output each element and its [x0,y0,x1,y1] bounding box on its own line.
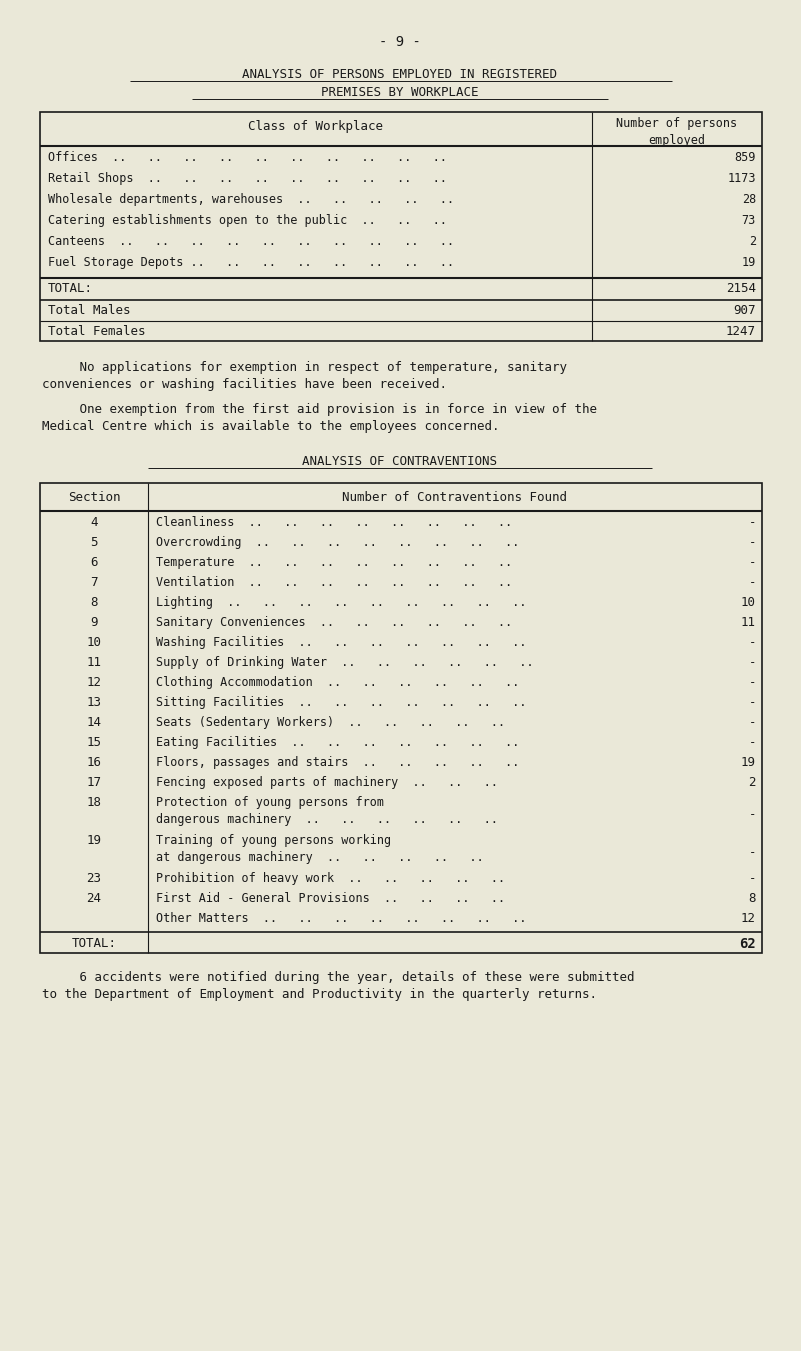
Text: Clothing Accommodation  ..   ..   ..   ..   ..   ..: Clothing Accommodation .. .. .. .. .. .. [156,676,519,689]
Text: 10: 10 [87,636,102,648]
Text: 7: 7 [91,576,98,589]
Text: -: - [748,808,756,821]
Text: -: - [748,871,756,885]
Text: TOTAL:: TOTAL: [71,938,116,950]
Text: - 9 -: - 9 - [379,35,421,49]
Text: Ventilation  ..   ..   ..   ..   ..   ..   ..   ..: Ventilation .. .. .. .. .. .. .. .. [156,576,513,589]
Text: 62: 62 [739,938,756,951]
Text: -: - [748,536,756,549]
Text: Wholesale departments, warehouses  ..   ..   ..   ..   ..: Wholesale departments, warehouses .. .. … [48,193,454,205]
Text: 8: 8 [91,596,98,609]
Text: 2154: 2154 [726,282,756,295]
Text: 2: 2 [749,235,756,249]
Text: Other Matters  ..   ..   ..   ..   ..   ..   ..   ..: Other Matters .. .. .. .. .. .. .. .. [156,912,526,925]
Text: -: - [748,716,756,730]
Text: Catering establishments open to the public  ..   ..   ..: Catering establishments open to the publ… [48,213,447,227]
Text: 73: 73 [742,213,756,227]
Text: 19: 19 [87,834,102,847]
Text: Overcrowding  ..   ..   ..   ..   ..   ..   ..   ..: Overcrowding .. .. .. .. .. .. .. .. [156,536,519,549]
Bar [40,484,762,952]
Text: 23: 23 [87,871,102,885]
Text: Total Females: Total Females [48,326,146,338]
Text: Sitting Facilities  ..   ..   ..   ..   ..   ..   ..: Sitting Facilities .. .. .. .. .. .. .. [156,696,526,709]
Text: -: - [748,736,756,748]
Text: 11: 11 [741,616,756,630]
Text: 6 accidents were notified during the year, details of these were submitted
to th: 6 accidents were notified during the yea… [42,971,634,1001]
Text: Fuel Storage Depots ..   ..   ..   ..   ..   ..   ..   ..: Fuel Storage Depots .. .. .. .. .. .. ..… [48,255,454,269]
Text: Eating Facilities  ..   ..   ..   ..   ..   ..   ..: Eating Facilities .. .. .. .. .. .. .. [156,736,519,748]
Text: Fencing exposed parts of machinery  ..   ..   ..: Fencing exposed parts of machinery .. ..… [156,775,498,789]
Text: 1247: 1247 [726,326,756,338]
Text: Temperature  ..   ..   ..   ..   ..   ..   ..   ..: Temperature .. .. .. .. .. .. .. .. [156,557,513,569]
Text: -: - [748,636,756,648]
Text: -: - [748,576,756,589]
Text: One exemption from the first aid provision is in force in view of the
Medical Ce: One exemption from the first aid provisi… [42,403,597,434]
Text: TOTAL:: TOTAL: [48,282,93,295]
Text: Prohibition of heavy work  ..   ..   ..   ..   ..: Prohibition of heavy work .. .. .. .. .. [156,871,505,885]
Text: -: - [748,557,756,569]
Text: Class of Workplace: Class of Workplace [248,120,384,132]
Text: -: - [748,846,756,859]
Text: ANALYSIS OF PERSONS EMPLOYED IN REGISTERED: ANALYSIS OF PERSONS EMPLOYED IN REGISTER… [243,68,557,81]
Text: 12: 12 [87,676,102,689]
Text: 859: 859 [735,151,756,163]
Text: Seats (Sedentary Workers)  ..   ..   ..   ..   ..: Seats (Sedentary Workers) .. .. .. .. .. [156,716,505,730]
Text: Offices  ..   ..   ..   ..   ..   ..   ..   ..   ..   ..: Offices .. .. .. .. .. .. .. .. .. .. [48,151,447,163]
Text: 11: 11 [87,657,102,669]
Bar [40,112,762,340]
Text: -: - [748,516,756,530]
Text: 17: 17 [87,775,102,789]
Text: Washing Facilities  ..   ..   ..   ..   ..   ..   ..: Washing Facilities .. .. .. .. .. .. .. [156,636,526,648]
Text: 10: 10 [741,596,756,609]
Text: Floors, passages and stairs  ..   ..   ..   ..   ..: Floors, passages and stairs .. .. .. .. … [156,757,519,769]
Text: Total Males: Total Males [48,304,131,317]
Text: 15: 15 [87,736,102,748]
Text: -: - [748,657,756,669]
Text: 18: 18 [87,796,102,809]
Text: 12: 12 [741,912,756,925]
Text: Canteens  ..   ..   ..   ..   ..   ..   ..   ..   ..   ..: Canteens .. .. .. .. .. .. .. .. .. .. [48,235,454,249]
Text: First Aid - General Provisions  ..   ..   ..   ..: First Aid - General Provisions .. .. .. … [156,892,505,905]
Text: 24: 24 [87,892,102,905]
Text: 4: 4 [91,516,98,530]
Text: -: - [748,676,756,689]
Text: 8: 8 [748,892,756,905]
Text: 19: 19 [741,757,756,769]
Text: 907: 907 [734,304,756,317]
Text: No applications for exemption in respect of temperature, sanitary
conveniences o: No applications for exemption in respect… [42,361,567,390]
Text: 13: 13 [87,696,102,709]
Text: 6: 6 [91,557,98,569]
Text: Training of young persons working
at dangerous machinery  ..   ..   ..   ..   ..: Training of young persons working at dan… [156,834,484,865]
Text: 2: 2 [748,775,756,789]
Text: 28: 28 [742,193,756,205]
Text: 16: 16 [87,757,102,769]
Text: Sanitary Conveniences  ..   ..   ..   ..   ..   ..: Sanitary Conveniences .. .. .. .. .. .. [156,616,513,630]
Text: 14: 14 [87,716,102,730]
Text: 5: 5 [91,536,98,549]
Text: ANALYSIS OF CONTRAVENTIONS: ANALYSIS OF CONTRAVENTIONS [303,455,497,467]
Text: Protection of young persons from
dangerous machinery  ..   ..   ..   ..   ..   .: Protection of young persons from dangero… [156,796,498,825]
Text: Cleanliness  ..   ..   ..   ..   ..   ..   ..   ..: Cleanliness .. .. .. .. .. .. .. .. [156,516,513,530]
Text: Supply of Drinking Water  ..   ..   ..   ..   ..   ..: Supply of Drinking Water .. .. .. .. .. … [156,657,533,669]
Text: Section: Section [68,490,120,504]
Text: Number of Contraventions Found: Number of Contraventions Found [343,490,567,504]
Text: Lighting  ..   ..   ..   ..   ..   ..   ..   ..   ..: Lighting .. .. .. .. .. .. .. .. .. [156,596,526,609]
Text: 19: 19 [742,255,756,269]
Text: 1173: 1173 [727,172,756,185]
Text: -: - [748,696,756,709]
Text: Retail Shops  ..   ..   ..   ..   ..   ..   ..   ..   ..: Retail Shops .. .. .. .. .. .. .. .. .. [48,172,447,185]
Text: 9: 9 [91,616,98,630]
Text: Number of persons
employed: Number of persons employed [617,118,738,147]
Text: PREMISES BY WORKPLACE: PREMISES BY WORKPLACE [321,86,479,99]
